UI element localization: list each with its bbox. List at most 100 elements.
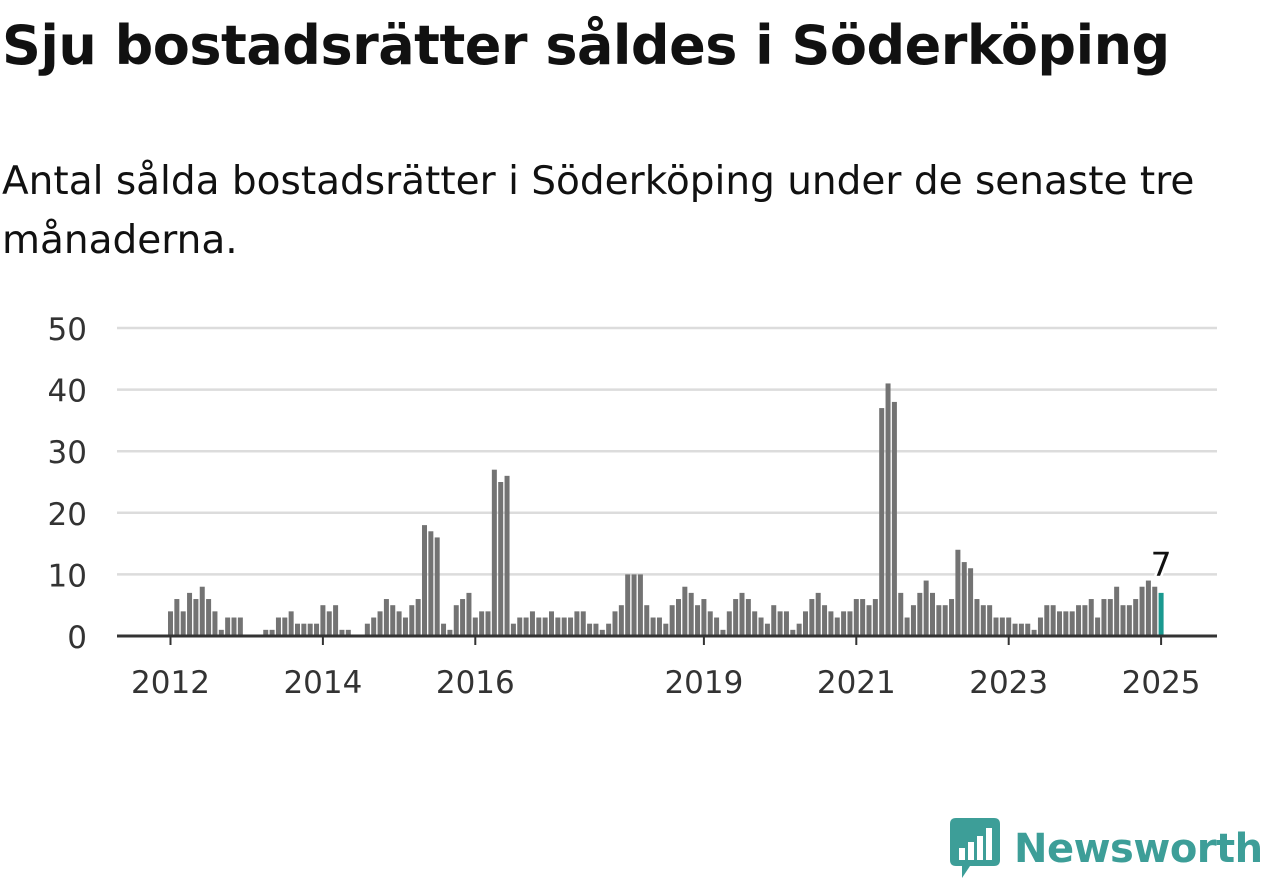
bar [885, 383, 891, 636]
bar [860, 599, 866, 636]
bar [866, 605, 872, 636]
bar [345, 629, 351, 636]
bar [301, 623, 307, 636]
bar [1057, 611, 1062, 636]
bar [999, 617, 1005, 636]
bar [1126, 605, 1132, 636]
bar [529, 611, 535, 636]
bar [326, 611, 332, 636]
bar [218, 629, 224, 636]
bar [847, 611, 853, 636]
bar [383, 599, 389, 636]
bar [682, 586, 688, 636]
bar [498, 482, 504, 636]
bar [942, 605, 948, 636]
bar [828, 611, 834, 636]
bar [930, 592, 935, 636]
bar [650, 617, 656, 636]
y-tick-label-30: 30 [48, 435, 87, 471]
bar [879, 408, 885, 636]
bar [669, 605, 675, 636]
bar [752, 611, 758, 636]
bar [987, 605, 993, 636]
bar [714, 617, 720, 636]
bar [371, 617, 377, 636]
bar [777, 611, 783, 636]
newsworthy-brand: Newsworthy [950, 818, 1262, 880]
bar [599, 629, 605, 636]
x-tick-label-2025: 2025 [1122, 665, 1201, 701]
y-tick-label-10: 10 [48, 558, 87, 594]
bar [625, 574, 631, 636]
bar [174, 599, 180, 636]
bar [917, 592, 923, 636]
y-tick-label-50: 50 [48, 312, 87, 348]
bar [168, 611, 173, 636]
bar [402, 617, 408, 636]
newsworthy-bar-chart-logo-icon [950, 818, 1000, 878]
bar [447, 629, 453, 636]
bar [783, 611, 789, 636]
bar [561, 617, 567, 636]
x-tick-label-2014: 2014 [283, 665, 362, 701]
bar [796, 623, 802, 636]
bar [593, 623, 599, 636]
bar [720, 629, 726, 636]
bar [1145, 580, 1151, 636]
bar [390, 605, 396, 636]
bar [1076, 605, 1082, 636]
bar [364, 623, 370, 636]
bar [199, 586, 205, 636]
bar [542, 617, 548, 636]
bar [898, 592, 904, 636]
y-tick-label-20: 20 [48, 497, 87, 533]
bar [1114, 586, 1120, 636]
bar [949, 599, 955, 636]
bar [980, 605, 986, 636]
bar [726, 611, 732, 636]
bar [1158, 592, 1164, 636]
bar [891, 401, 897, 636]
bar [377, 611, 383, 636]
bar [1152, 586, 1158, 636]
y-axis-ticks: 0 10 20 30 40 50 [48, 312, 87, 656]
bar [1082, 605, 1088, 636]
x-tick-label-2021: 2021 [817, 665, 896, 701]
bar [606, 623, 612, 636]
bar [1037, 617, 1043, 636]
bar [618, 605, 624, 636]
bar-chart: 0 10 20 30 40 50 2012 2014 2016 2019 2021 2023 2025… [48, 312, 1217, 701]
bar [523, 617, 529, 636]
bar [568, 617, 574, 636]
bar [1133, 599, 1139, 636]
bar [764, 623, 770, 636]
bar [676, 599, 681, 636]
y-tick-label-0: 0 [67, 620, 87, 656]
chart-subtitle: Antal sålda bostadsrätter i Söderköping … [2, 159, 1195, 263]
brand-name: Newsworthy [1014, 826, 1262, 872]
bar [993, 617, 999, 636]
data-labels: 7 [1148, 542, 1174, 586]
bar [1120, 605, 1126, 636]
bar [688, 592, 694, 636]
bars [168, 383, 1164, 636]
bar [631, 574, 637, 636]
bar [790, 629, 796, 636]
bar [872, 599, 878, 636]
bar [212, 611, 218, 636]
bar [206, 599, 212, 636]
bar [428, 531, 434, 636]
bar [822, 605, 828, 636]
bar [555, 617, 561, 636]
data-label-latest: 7 [1151, 545, 1172, 584]
bar [1044, 605, 1050, 636]
bar [504, 475, 510, 636]
bar [320, 605, 326, 636]
bar [415, 599, 421, 636]
bar [193, 599, 199, 636]
bar [1018, 623, 1024, 636]
bar [910, 605, 916, 636]
bar [231, 617, 237, 636]
bar [904, 617, 910, 636]
bar [517, 617, 523, 636]
